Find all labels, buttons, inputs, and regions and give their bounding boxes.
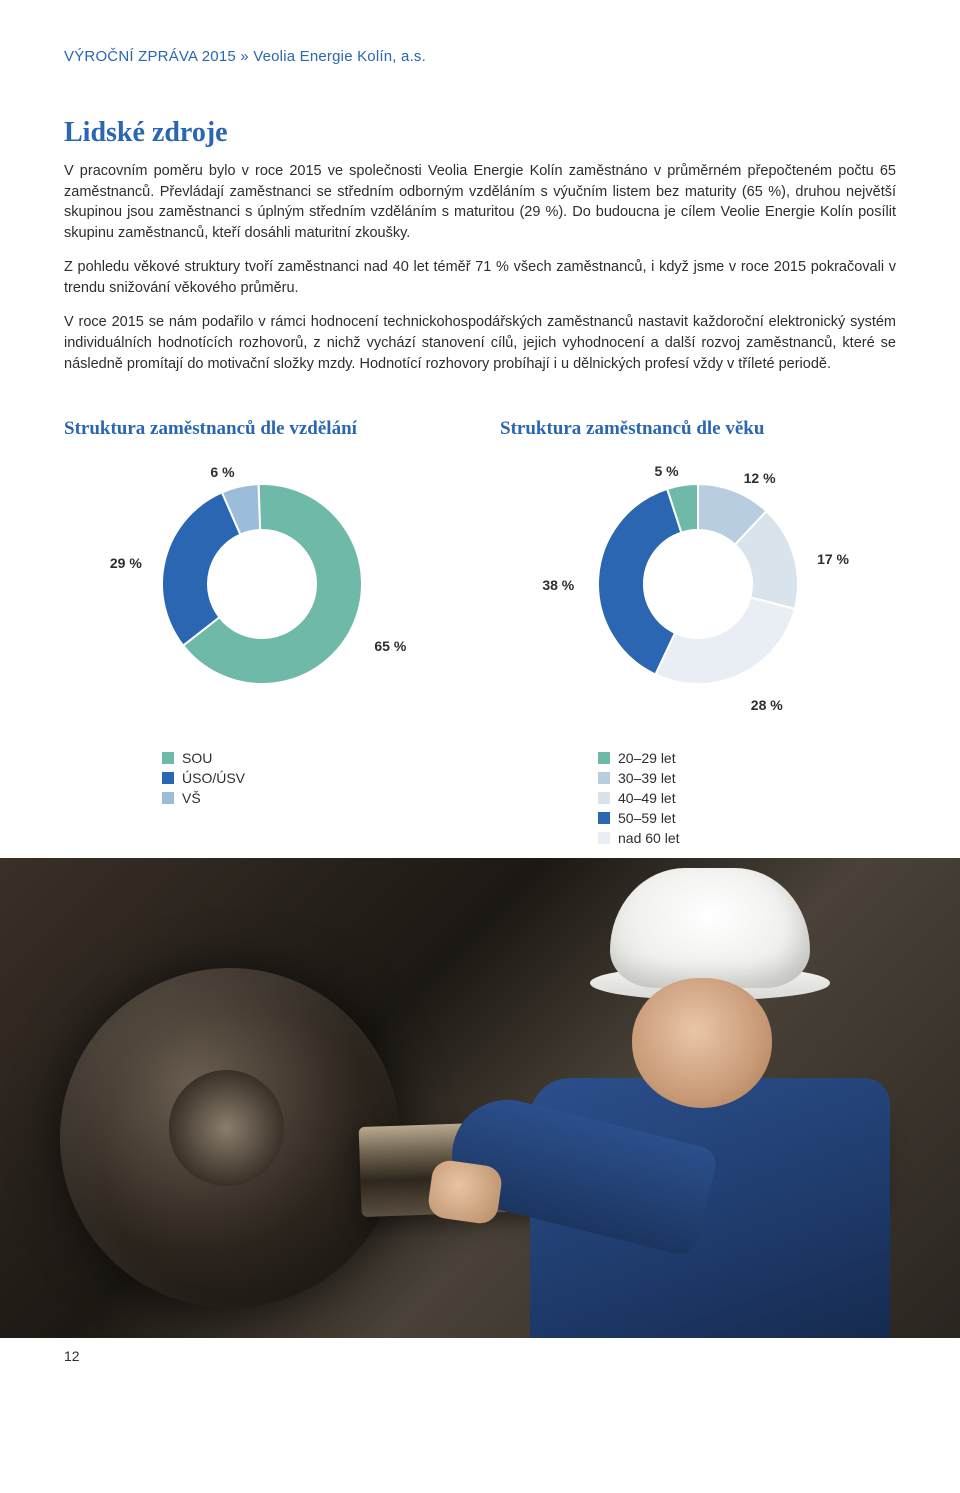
donut-svg: [142, 464, 382, 704]
legend-label: 40–49 let: [618, 790, 676, 806]
legend-label: SOU: [182, 750, 212, 766]
legend-swatch: [598, 812, 610, 824]
legend-label: 30–39 let: [618, 770, 676, 786]
body-text: V pracovním poměru bylo v roce 2015 ve s…: [64, 161, 896, 374]
section-title: Lidské zdroje: [64, 117, 896, 149]
legend-label: 20–29 let: [618, 750, 676, 766]
legend-label: ÚSO/ÚSV: [182, 770, 245, 786]
legend-item: ÚSO/ÚSV: [162, 770, 460, 786]
legend-swatch: [162, 792, 174, 804]
chart-education-legend: SOU ÚSO/ÚSV VŠ: [162, 750, 460, 806]
legend-item: 40–49 let: [598, 790, 896, 806]
donut-slice: [655, 598, 794, 685]
legend-item: 30–39 let: [598, 770, 896, 786]
paragraph-3: V roce 2015 se nám podařilo v rámci hodn…: [64, 312, 896, 374]
donut-svg: [578, 464, 818, 704]
paragraph-1: V pracovním poměru bylo v roce 2015 ve s…: [64, 161, 896, 243]
donut-pct-label: 38 %: [542, 577, 574, 593]
legend-item: 50–59 let: [598, 810, 896, 826]
chart-education-donut: 65 % 29 % 6 %: [102, 464, 422, 724]
legend-label: nad 60 let: [618, 830, 680, 846]
legend-swatch: [162, 772, 174, 784]
donut-pct-label: 5 %: [654, 463, 678, 479]
legend-item: nad 60 let: [598, 830, 896, 846]
paragraph-2: Z pohledu věkové struktury tvoří zaměstn…: [64, 257, 896, 298]
chart-education: Struktura zaměstnanců dle vzdělání 65 % 2…: [64, 418, 460, 850]
legend-swatch: [598, 792, 610, 804]
legend-item: 20–29 let: [598, 750, 896, 766]
legend-swatch: [598, 752, 610, 764]
worker-photo: [0, 858, 960, 1338]
chart-age-donut: 5 % 12 % 17 % 28 % 38 %: [538, 464, 858, 724]
page-number: 12: [0, 1338, 960, 1392]
chart-age: Struktura zaměstnanců dle věku 5 % 12 % 17…: [500, 418, 896, 850]
donut-slice: [598, 489, 681, 675]
legend-swatch: [598, 772, 610, 784]
page-header: VÝROČNÍ ZPRÁVA 2015 » Veolia Energie Kol…: [64, 48, 896, 65]
legend-item: VŠ: [162, 790, 460, 806]
donut-pct-label: 6 %: [210, 464, 234, 480]
chart-age-legend: 20–29 let 30–39 let 40–49 let 50–59 let nad …: [598, 750, 896, 846]
legend-label: VŠ: [182, 790, 201, 806]
donut-pct-label: 17 %: [817, 551, 849, 567]
legend-swatch: [162, 752, 174, 764]
donut-pct-label: 65 %: [374, 638, 406, 654]
chart-age-title: Struktura zaměstnanců dle věku: [500, 418, 896, 440]
legend-item: SOU: [162, 750, 460, 766]
donut-pct-label: 28 %: [751, 697, 783, 713]
donut-pct-label: 12 %: [744, 470, 776, 486]
chart-education-title: Struktura zaměstnanců dle vzdělání: [64, 418, 460, 440]
donut-pct-label: 29 %: [110, 555, 142, 571]
donut-slice: [162, 493, 240, 646]
legend-swatch: [598, 832, 610, 844]
legend-label: 50–59 let: [618, 810, 676, 826]
